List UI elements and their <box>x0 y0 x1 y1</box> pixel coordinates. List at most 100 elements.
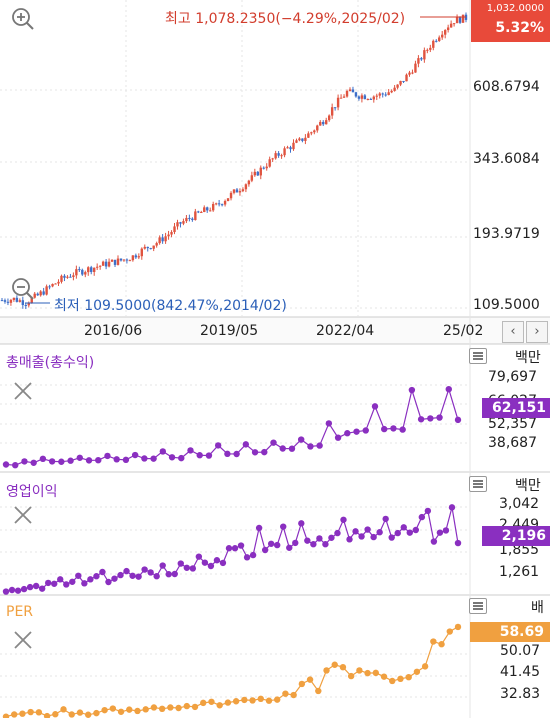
x-tick-3: 25/02 <box>443 323 484 339</box>
revenue-point <box>261 448 268 456</box>
per-point <box>76 709 84 716</box>
candle-body <box>238 191 242 193</box>
candle-body <box>9 299 13 303</box>
candle-body <box>247 180 251 185</box>
per-point <box>84 711 92 718</box>
candle-body <box>146 246 149 249</box>
op-income-point <box>231 545 239 552</box>
candle-body <box>363 95 367 100</box>
revenue-close-icon[interactable] <box>10 378 36 404</box>
op-income-point <box>442 527 450 534</box>
op-income-point <box>280 523 287 530</box>
per-point <box>19 710 26 717</box>
candle-body <box>351 89 355 93</box>
op-income-point <box>219 559 227 567</box>
revenue-menu-icon[interactable] <box>469 348 487 364</box>
candle-body <box>226 198 230 202</box>
candle-body <box>176 222 179 227</box>
per-point <box>282 690 289 697</box>
zoom-out-icon[interactable] <box>10 276 36 302</box>
op-income-point <box>81 580 88 587</box>
main-y-tick-3: 109.5000 <box>473 297 540 313</box>
op-income-point <box>388 534 395 541</box>
per-line <box>5 626 459 718</box>
candle-body <box>164 236 167 242</box>
candle-body <box>54 283 57 285</box>
candle-body <box>42 291 45 295</box>
revenue-point <box>67 457 74 464</box>
op-income-menu-icon[interactable] <box>469 476 487 492</box>
candle-body <box>432 40 435 48</box>
op-income-point <box>286 544 293 551</box>
per-point <box>35 709 43 716</box>
per-point <box>438 641 445 648</box>
per-point <box>315 687 322 695</box>
per-point <box>380 673 388 680</box>
candle-body <box>152 245 155 249</box>
revenue-point <box>2 461 10 468</box>
per-point <box>430 638 437 645</box>
candle-body <box>286 147 289 149</box>
candle-body <box>345 91 349 97</box>
candle-body <box>48 286 51 288</box>
candle-body <box>390 90 393 93</box>
candle-body <box>301 138 304 141</box>
high-annotation: 최고 1,078.2350(−4.29%,2025/02) <box>165 11 406 27</box>
per-point <box>331 661 338 668</box>
per-point <box>265 697 273 704</box>
zoom-in-icon[interactable] <box>10 6 36 32</box>
candle-body <box>295 140 298 143</box>
per-close-icon[interactable] <box>10 627 36 653</box>
op-income-point <box>8 586 16 594</box>
per-point <box>306 676 314 683</box>
per-menu-icon[interactable] <box>469 598 487 614</box>
candle-body <box>134 255 138 258</box>
op-income-point <box>99 568 106 576</box>
candle-body <box>289 147 292 150</box>
scroll-right-arrow[interactable]: › <box>526 321 548 343</box>
candle-body <box>158 237 161 244</box>
candle-body <box>319 121 322 126</box>
candle-body <box>155 243 158 246</box>
op-income-current-tag: 2,196 <box>482 526 550 546</box>
candle-body <box>75 269 78 276</box>
op-income-close-icon[interactable] <box>10 502 36 528</box>
candle-body <box>360 95 364 99</box>
op-income-point <box>400 524 407 531</box>
price-tag-top: 1,032.0000 5.32% <box>471 0 550 42</box>
per-point <box>372 669 380 677</box>
revenue-point <box>353 428 360 435</box>
candle-body <box>51 283 54 287</box>
op-income-point <box>237 542 245 549</box>
candle-body <box>45 286 48 295</box>
candle-body <box>128 260 132 262</box>
op-income-point <box>394 529 401 537</box>
op-income-point <box>111 575 118 582</box>
candle-body <box>241 189 245 192</box>
candle-body <box>173 226 176 233</box>
op-income-point <box>135 573 142 580</box>
op-income-point <box>364 526 371 533</box>
revenue-point <box>390 425 397 432</box>
main-y-tick-2: 193.9719 <box>473 226 540 242</box>
per-point <box>2 713 10 718</box>
candle-body <box>292 142 295 150</box>
per-point <box>150 704 158 711</box>
op-income-point <box>430 538 438 545</box>
per-point <box>43 712 51 718</box>
change-percent: 5.32% <box>495 20 544 36</box>
candle-body <box>366 98 370 100</box>
candle-body <box>304 137 307 141</box>
revenue-point <box>76 454 83 461</box>
revenue-point <box>159 448 167 455</box>
candle-body <box>265 166 268 169</box>
candle-body <box>78 269 81 271</box>
candle-body <box>217 203 221 205</box>
op-income-point <box>376 529 383 536</box>
scroll-left-arrow[interactable]: ‹ <box>502 321 524 343</box>
per-point <box>208 698 215 705</box>
op-income-point <box>225 545 233 552</box>
candle-body <box>87 267 90 273</box>
op-income-point <box>274 541 281 549</box>
candle-body <box>191 218 194 221</box>
